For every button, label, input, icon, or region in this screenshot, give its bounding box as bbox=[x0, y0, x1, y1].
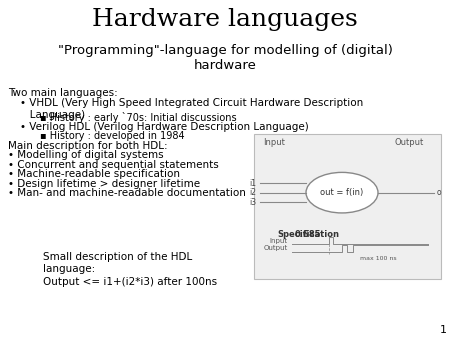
Ellipse shape bbox=[306, 172, 378, 213]
Text: "Programming"-language for modelling of (digital)
hardware: "Programming"-language for modelling of … bbox=[58, 44, 392, 72]
Text: i2: i2 bbox=[249, 188, 256, 197]
Text: Specification: Specification bbox=[277, 230, 339, 239]
Text: i3: i3 bbox=[249, 198, 256, 207]
Text: i1: i1 bbox=[249, 179, 256, 188]
Text: Input: Input bbox=[264, 138, 285, 147]
Text: • Man- and machine-readable documentation: • Man- and machine-readable documentatio… bbox=[8, 188, 246, 198]
Text: Two main languages:: Two main languages: bbox=[8, 88, 118, 98]
Text: Small description of the HDL
language:
Output <= i1+(i2*i3) after 100ns: Small description of the HDL language: O… bbox=[43, 252, 217, 287]
Text: • Machine-readable specification: • Machine-readable specification bbox=[8, 169, 180, 179]
Text: • Design lifetime > designer lifetime: • Design lifetime > designer lifetime bbox=[8, 179, 200, 189]
Text: Hardware languages: Hardware languages bbox=[92, 8, 358, 31]
Text: Output: Output bbox=[395, 138, 424, 147]
Text: Input: Input bbox=[270, 238, 288, 244]
FancyBboxPatch shape bbox=[254, 134, 441, 279]
Text: Main description for both HDL:: Main description for both HDL: bbox=[8, 141, 168, 151]
Text: • Verilog HDL (Verilog Hardware Description Language): • Verilog HDL (Verilog Hardware Descript… bbox=[20, 122, 309, 132]
Text: ▪ History : early `70s: Initial discussions: ▪ History : early `70s: Initial discussi… bbox=[40, 112, 237, 123]
Text: ▪ History : developed in 1984: ▪ History : developed in 1984 bbox=[40, 131, 185, 141]
Text: out = f(in): out = f(in) bbox=[320, 188, 364, 197]
Text: Output: Output bbox=[264, 245, 288, 251]
Text: • Concurrent and sequential statements: • Concurrent and sequential statements bbox=[8, 160, 219, 170]
Text: max 100 ns: max 100 ns bbox=[360, 256, 396, 261]
Text: • VHDL (Very High Speed Integrated Circuit Hardware Description
   Language): • VHDL (Very High Speed Integrated Circu… bbox=[20, 98, 364, 120]
Text: • Modelling of digital systems: • Modelling of digital systems bbox=[8, 150, 164, 161]
Text: o: o bbox=[436, 188, 441, 197]
Text: 1: 1 bbox=[440, 325, 447, 335]
Text: 0.685: 0.685 bbox=[295, 230, 321, 239]
